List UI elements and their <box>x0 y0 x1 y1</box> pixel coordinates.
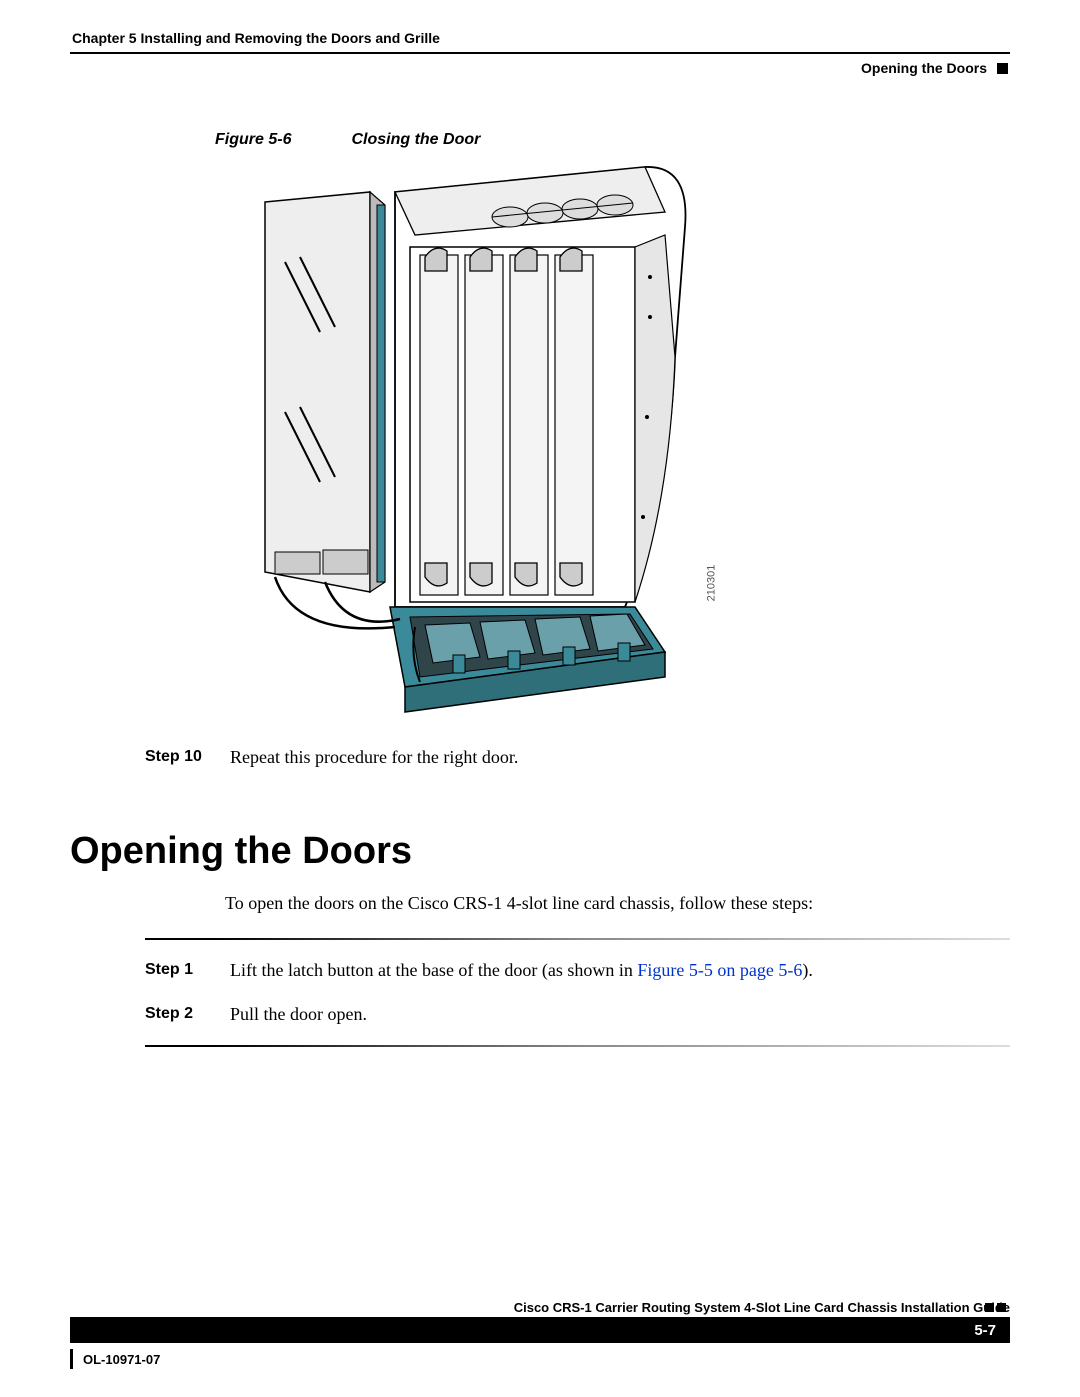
section-intro: To open the doors on the Cisco CRS-1 4-s… <box>225 891 1010 916</box>
footer-guide-title: Cisco CRS-1 Carrier Routing System 4-Slo… <box>70 1300 1010 1315</box>
figure-drawing-number: 210301 <box>706 565 718 602</box>
figure-title: Closing the Door <box>351 131 480 148</box>
step-text: Pull the door open. <box>230 1002 1010 1027</box>
step-2: Step 2 Pull the door open. <box>145 1002 1010 1027</box>
gradient-rule-bottom <box>145 1045 1010 1047</box>
page-header: Chapter 5 Installing and Removing the Do… <box>70 30 1010 50</box>
grille-icon <box>390 607 665 712</box>
step-text-prefix: Lift the latch button at the base of the… <box>230 960 637 980</box>
page-number: 5-7 <box>974 1322 996 1339</box>
footer-bar-icon <box>70 1349 73 1369</box>
gradient-rule-top <box>145 938 1010 940</box>
step-1: Step 1 Lift the latch button at the base… <box>145 958 1010 983</box>
doc-number: OL-10971-07 <box>83 1352 160 1367</box>
section-label: Opening the Doors <box>861 60 987 76</box>
figure-illustration: 210301 <box>215 157 695 727</box>
figure-xref-link[interactable]: Figure 5-5 on page 5-6 <box>637 960 802 980</box>
door-panel-icon <box>265 192 385 592</box>
step-label: Step 10 <box>145 745 230 770</box>
header-section-row: Opening the Doors <box>70 54 1010 76</box>
step-text: Lift the latch button at the base of the… <box>230 958 1010 983</box>
step-text: Repeat this procedure for the right door… <box>230 745 1010 770</box>
footer-page-bar: 5-7 <box>70 1317 1010 1343</box>
step-label: Step 2 <box>145 1002 230 1027</box>
figure-label: Figure 5-6 <box>215 131 291 148</box>
header-marker-icon <box>997 63 1008 74</box>
figure-caption: Figure 5-6 Closing the Door <box>215 131 1010 149</box>
page-footer: Cisco CRS-1 Carrier Routing System 4-Slo… <box>70 1300 1010 1369</box>
chassis-body-icon <box>395 167 686 607</box>
step-text-suffix: ). <box>802 960 813 980</box>
step-10: Step 10 Repeat this procedure for the ri… <box>145 745 1010 770</box>
chapter-label: Chapter 5 Installing and Removing the Do… <box>72 30 440 46</box>
section-heading: Opening the Doors <box>70 830 1010 873</box>
step-label: Step 1 <box>145 958 230 983</box>
footer-marker-icon <box>985 1303 1006 1312</box>
footer-doc-row: OL-10971-07 <box>70 1349 1010 1369</box>
